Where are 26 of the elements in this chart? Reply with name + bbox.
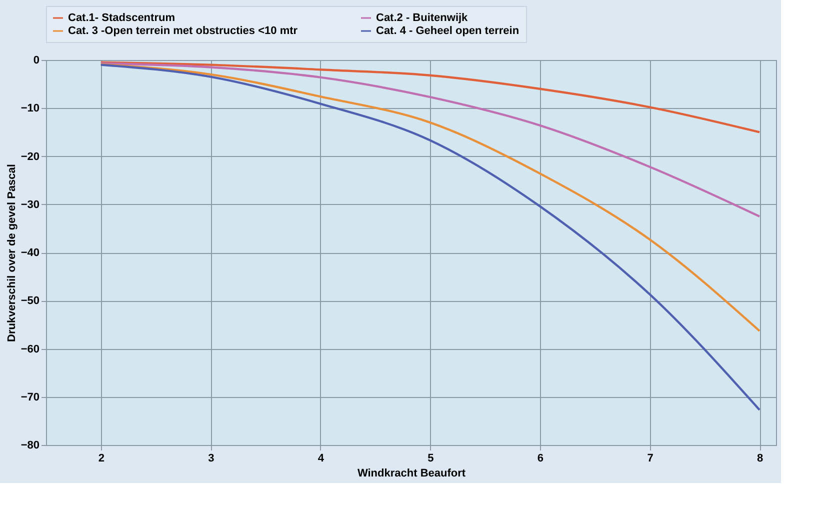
y-axis-title: Drukverschil over de gevel Pascal <box>6 164 18 342</box>
y-tick-label: −60 <box>20 343 40 356</box>
y-tick-label: −20 <box>20 150 40 163</box>
legend-label: Cat.1- Stadscentrum <box>68 12 176 24</box>
x-tick-label: 4 <box>318 452 325 464</box>
line-series <box>100 62 761 218</box>
x-tick-label: 8 <box>756 452 764 464</box>
legend-label: Cat. 4 - Geheel open terrein <box>376 25 520 37</box>
x-tick-label: 7 <box>647 452 654 464</box>
legend-label: Cat.2 - Buitenwijk <box>376 12 469 24</box>
x-tick-label: 5 <box>428 452 434 464</box>
x-tick-label: 3 <box>208 452 214 464</box>
y-tick-label: −30 <box>20 198 40 211</box>
y-tick-label: −10 <box>20 102 40 115</box>
line-series <box>100 61 761 134</box>
x-tick-label: 2 <box>98 452 104 464</box>
line-series <box>100 63 761 332</box>
x-axis-title: Windkracht Beaufort <box>357 468 466 480</box>
y-tick-label: −80 <box>20 440 40 452</box>
y-tick-label: −70 <box>20 391 40 404</box>
legend-label: Cat. 3 -Open terrein met obstructies <10 mtr <box>68 25 298 37</box>
x-tick-label: 6 <box>537 452 544 464</box>
y-tick-label: −40 <box>20 247 40 259</box>
line-series <box>100 64 761 411</box>
y-tick-label: −50 <box>20 295 40 308</box>
y-tick-label: 0 <box>33 54 40 66</box>
